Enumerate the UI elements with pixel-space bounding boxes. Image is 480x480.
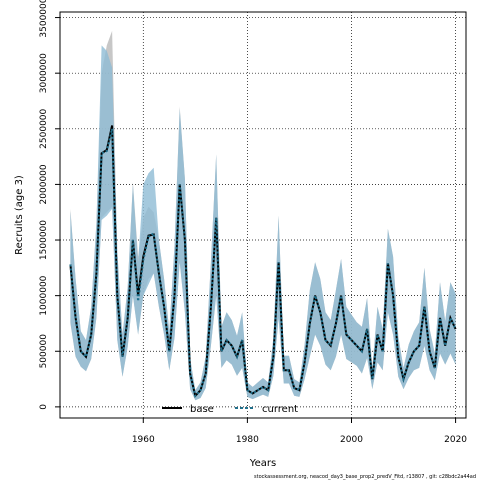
y-tick-label: 2000000 xyxy=(39,164,49,204)
confidence-bands xyxy=(70,30,456,401)
x-axis: 1960 1980 2000 2020 xyxy=(132,418,467,445)
y-tick-label: 1500000 xyxy=(39,220,49,260)
x-tick-label: 1960 xyxy=(132,435,155,445)
footnote: stockassessment.org, neacod_day3_base_pr… xyxy=(254,474,476,480)
y-axis-title: Recruits (age 3) xyxy=(14,175,25,255)
y-tick-label: 1000000 xyxy=(39,275,49,315)
legend: base current xyxy=(162,404,298,415)
x-tick-label: 1980 xyxy=(236,435,259,445)
x-tick-label: 2000 xyxy=(340,435,363,445)
series-lines xyxy=(69,125,457,398)
legend-label-base: base xyxy=(190,404,214,415)
band-current xyxy=(70,45,456,401)
y-tick-label: 500000 xyxy=(39,334,49,369)
y-tick-label: 2500000 xyxy=(39,108,49,148)
plot-frame xyxy=(59,11,467,419)
y-tick-label: 0 xyxy=(39,404,49,410)
legend-label-current: current xyxy=(262,404,298,415)
x-tick-label: 2020 xyxy=(444,435,467,445)
x-axis-title: Years xyxy=(249,458,276,469)
y-axis: 0 500000 1000000 1500000 2000000 2500000 30000… xyxy=(39,0,60,410)
y-tick-label: 3000000 xyxy=(39,53,49,93)
y-tick-label: 3500000 xyxy=(39,0,49,38)
